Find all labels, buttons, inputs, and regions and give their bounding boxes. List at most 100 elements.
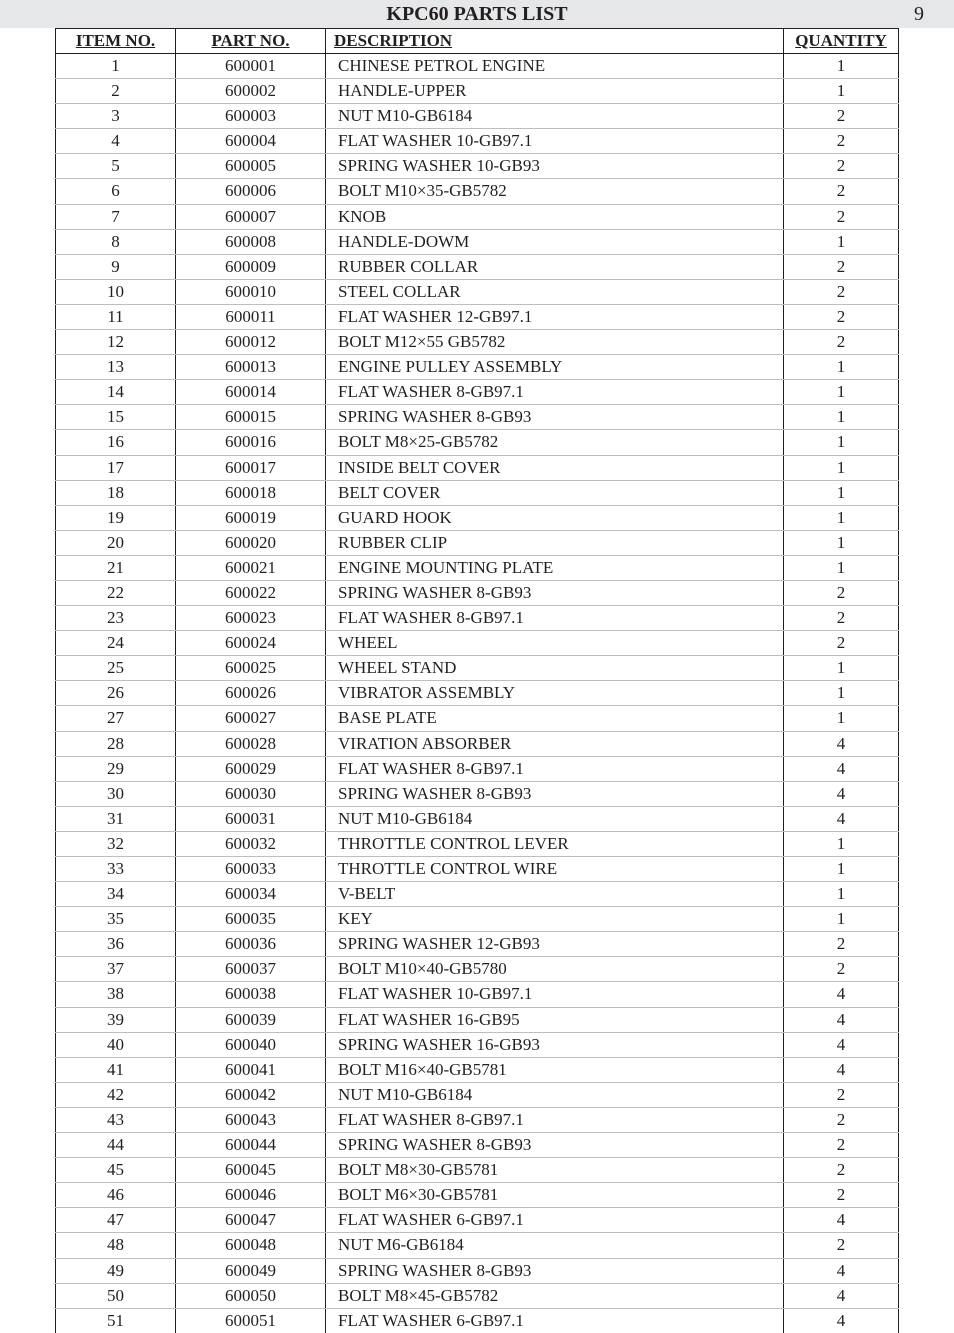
cell-item: 39 <box>56 1007 176 1032</box>
cell-part: 600016 <box>176 430 326 455</box>
cell-item: 7 <box>56 204 176 229</box>
table-row: 32600032THROTTLE CONTROL LEVER1 <box>56 831 899 856</box>
cell-item: 21 <box>56 555 176 580</box>
table-row: 2600002HANDLE-UPPER1 <box>56 79 899 104</box>
cell-part: 600024 <box>176 631 326 656</box>
cell-desc: FLAT WASHER 16-GB95 <box>326 1007 784 1032</box>
cell-part: 600015 <box>176 405 326 430</box>
table-row: 34600034V-BELT1 <box>56 882 899 907</box>
cell-desc: BOLT M12×55 GB5782 <box>326 330 784 355</box>
cell-qty: 1 <box>784 656 899 681</box>
cell-item: 48 <box>56 1233 176 1258</box>
cell-desc: FLAT WASHER 10-GB97.1 <box>326 129 784 154</box>
cell-qty: 2 <box>784 932 899 957</box>
table-row: 6600006BOLT M10×35-GB57822 <box>56 179 899 204</box>
cell-part: 600041 <box>176 1057 326 1082</box>
cell-item: 2 <box>56 79 176 104</box>
table-row: 4600004FLAT WASHER 10-GB97.12 <box>56 129 899 154</box>
cell-qty: 1 <box>784 857 899 882</box>
cell-qty: 1 <box>784 405 899 430</box>
cell-part: 600036 <box>176 932 326 957</box>
cell-part: 600005 <box>176 154 326 179</box>
table-row: 33600033THROTTLE CONTROL WIRE1 <box>56 857 899 882</box>
table-row: 36600036SPRING WASHER 12-GB932 <box>56 932 899 957</box>
cell-item: 27 <box>56 706 176 731</box>
cell-item: 34 <box>56 882 176 907</box>
cell-part: 600019 <box>176 505 326 530</box>
cell-qty: 2 <box>784 1158 899 1183</box>
cell-item: 40 <box>56 1032 176 1057</box>
cell-desc: V-BELT <box>326 882 784 907</box>
cell-qty: 2 <box>784 179 899 204</box>
cell-desc: KEY <box>326 907 784 932</box>
cell-qty: 2 <box>784 957 899 982</box>
cell-desc: FLAT WASHER 10-GB97.1 <box>326 982 784 1007</box>
table-row: 10600010STEEL COLLAR2 <box>56 279 899 304</box>
cell-qty: 2 <box>784 204 899 229</box>
table-row: 43600043FLAT WASHER 8-GB97.12 <box>56 1107 899 1132</box>
cell-part: 600027 <box>176 706 326 731</box>
table-row: 45600045BOLT M8×30-GB57812 <box>56 1158 899 1183</box>
table-row: 46600046BOLT M6×30-GB57812 <box>56 1183 899 1208</box>
table-row: 47600047FLAT WASHER 6-GB97.14 <box>56 1208 899 1233</box>
cell-part: 600047 <box>176 1208 326 1233</box>
cell-qty: 4 <box>784 1208 899 1233</box>
cell-desc: GUARD HOOK <box>326 505 784 530</box>
cell-item: 16 <box>56 430 176 455</box>
cell-item: 5 <box>56 154 176 179</box>
cell-qty: 2 <box>784 1133 899 1158</box>
cell-item: 31 <box>56 806 176 831</box>
cell-qty: 1 <box>784 430 899 455</box>
cell-item: 36 <box>56 932 176 957</box>
cell-item: 6 <box>56 179 176 204</box>
cell-item: 14 <box>56 380 176 405</box>
cell-part: 600004 <box>176 129 326 154</box>
cell-part: 600022 <box>176 580 326 605</box>
cell-part: 600001 <box>176 54 326 79</box>
cell-part: 600050 <box>176 1283 326 1308</box>
cell-item: 22 <box>56 580 176 605</box>
table-row: 18600018BELT COVER1 <box>56 480 899 505</box>
cell-qty: 1 <box>784 480 899 505</box>
cell-item: 37 <box>56 957 176 982</box>
cell-part: 600032 <box>176 831 326 856</box>
table-row: 41600041BOLT M16×40-GB57814 <box>56 1057 899 1082</box>
cell-desc: SPRING WASHER 10-GB93 <box>326 154 784 179</box>
table-row: 23600023FLAT WASHER 8-GB97.12 <box>56 606 899 631</box>
table-row: 11600011FLAT WASHER 12-GB97.12 <box>56 304 899 329</box>
cell-part: 600035 <box>176 907 326 932</box>
cell-qty: 2 <box>784 154 899 179</box>
table-row: 42600042NUT M10-GB61842 <box>56 1082 899 1107</box>
cell-item: 43 <box>56 1107 176 1132</box>
cell-qty: 4 <box>784 731 899 756</box>
cell-desc: BOLT M16×40-GB5781 <box>326 1057 784 1082</box>
cell-item: 20 <box>56 530 176 555</box>
cell-item: 12 <box>56 330 176 355</box>
cell-qty: 2 <box>784 104 899 129</box>
cell-part: 600018 <box>176 480 326 505</box>
cell-item: 32 <box>56 831 176 856</box>
cell-qty: 4 <box>784 1308 899 1333</box>
table-row: 21600021ENGINE MOUNTING PLATE1 <box>56 555 899 580</box>
cell-item: 13 <box>56 355 176 380</box>
cell-item: 47 <box>56 1208 176 1233</box>
cell-qty: 2 <box>784 254 899 279</box>
cell-part: 600023 <box>176 606 326 631</box>
cell-desc: CHINESE PETROL ENGINE <box>326 54 784 79</box>
cell-desc: THROTTLE CONTROL LEVER <box>326 831 784 856</box>
table-row: 25600025WHEEL STAND1 <box>56 656 899 681</box>
cell-qty: 2 <box>784 1082 899 1107</box>
table-row: 3600003NUT M10-GB61842 <box>56 104 899 129</box>
cell-item: 26 <box>56 681 176 706</box>
cell-part: 600017 <box>176 455 326 480</box>
cell-qty: 1 <box>784 229 899 254</box>
cell-desc: SPRING WASHER 8-GB93 <box>326 405 784 430</box>
cell-part: 600043 <box>176 1107 326 1132</box>
cell-qty: 4 <box>784 1057 899 1082</box>
table-container: ITEM NO. PART NO. DESCRIPTION QUANTITY 1… <box>0 28 954 1333</box>
cell-part: 600029 <box>176 756 326 781</box>
cell-part: 600003 <box>176 104 326 129</box>
cell-part: 600046 <box>176 1183 326 1208</box>
cell-desc: SPRING WASHER 8-GB93 <box>326 781 784 806</box>
cell-qty: 4 <box>784 1032 899 1057</box>
